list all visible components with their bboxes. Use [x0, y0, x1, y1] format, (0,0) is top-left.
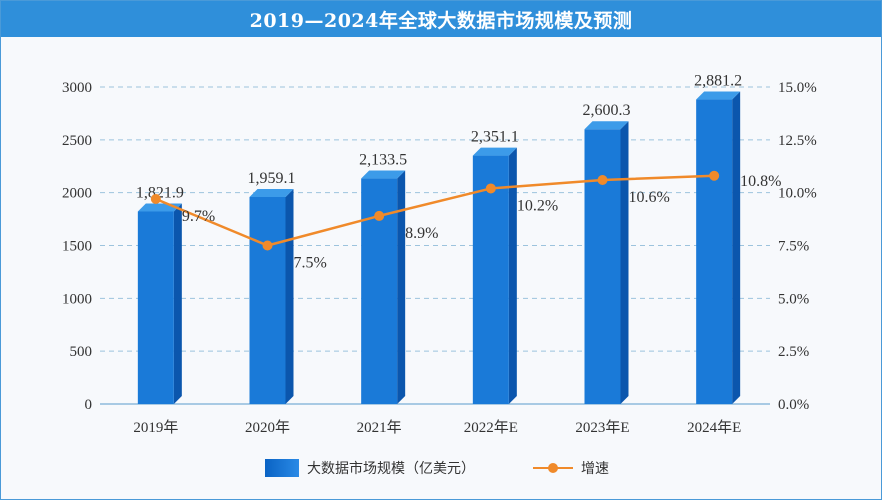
x-tick-label: 2024年E: [687, 419, 741, 436]
legend-bar-swatch: [265, 459, 299, 477]
legend-line-swatch: [533, 459, 573, 477]
y-tick-label: 500: [70, 344, 93, 360]
bar-top: [472, 147, 517, 156]
y-tick-label: 1500: [62, 239, 92, 255]
growth-point: [709, 170, 720, 181]
bar-top: [584, 121, 629, 130]
bar: [249, 196, 286, 404]
x-tick-label: 2019年: [133, 419, 178, 436]
growth-value-label: 10.2%: [517, 197, 558, 214]
y2-tick-label: 15.0%: [778, 80, 817, 96]
y-tick-label: 1000: [62, 291, 92, 307]
y2-tick-label: 12.5%: [778, 133, 817, 149]
legend-line-label: 增速: [581, 461, 609, 477]
x-tick-label: 2020年: [245, 419, 290, 436]
bar-side: [397, 170, 406, 404]
legend-item-bars: 大数据市场规模（亿美元）: [265, 458, 475, 478]
y2-tick-label: 5.0%: [778, 291, 809, 307]
growth-value-label: 8.9%: [405, 225, 438, 242]
y2-tick-label: 0.0%: [778, 397, 809, 413]
legend-item-line: 增速: [533, 458, 609, 478]
x-tick-label: 2022年E: [464, 419, 518, 436]
y2-tick-label: 2.5%: [778, 344, 809, 360]
bar: [472, 155, 509, 404]
bar: [137, 211, 174, 404]
bar-top: [249, 188, 294, 197]
bar-top: [696, 91, 741, 100]
y-tick-label: 3000: [62, 80, 92, 96]
bar-side: [285, 188, 294, 404]
y-tick-label: 2500: [62, 133, 92, 149]
y-tick-label: 0: [85, 397, 93, 413]
bar-value-label: 1,821.9: [136, 184, 184, 201]
bar-value-label: 2,351.1: [471, 129, 519, 146]
growth-point: [374, 210, 385, 221]
growth-value-label: 9.7%: [182, 208, 215, 225]
bar: [696, 99, 733, 405]
y2-tick-label: 10.0%: [778, 186, 817, 202]
y2-tick-label: 7.5%: [778, 239, 809, 255]
bar-value-label: 2,600.3: [583, 102, 631, 119]
growth-point: [597, 174, 608, 185]
bar: [584, 129, 621, 404]
bar-side: [732, 91, 741, 405]
growth-point: [262, 240, 273, 251]
y-tick-label: 2000: [62, 186, 92, 202]
growth-value-label: 7.5%: [294, 255, 327, 272]
legend: 大数据市场规模（亿美元） 增速: [0, 452, 882, 482]
bar-value-label: 1,959.1: [248, 170, 296, 187]
bar-value-label: 2,881.2: [694, 73, 742, 90]
growth-point: [150, 194, 161, 205]
growth-point: [485, 183, 496, 194]
title-bar: 2019—2024年全球大数据市场规模及预测: [1, 1, 881, 37]
growth-value-label: 10.6%: [629, 189, 670, 206]
growth-line: [155, 174, 715, 247]
bar-side: [620, 121, 629, 404]
growth-value-label: 10.8%: [740, 173, 781, 190]
x-tick-label: 2023年E: [575, 419, 629, 436]
bar-side: [508, 147, 517, 405]
bar-side: [173, 203, 182, 404]
chart-title: 2019—2024年全球大数据市场规模及预测: [249, 9, 633, 32]
x-tick-label: 2021年: [357, 419, 402, 436]
bar-value-label: 2,133.5: [359, 152, 407, 169]
legend-bar-label: 大数据市场规模（亿美元）: [307, 461, 475, 477]
bar-top: [361, 170, 406, 179]
